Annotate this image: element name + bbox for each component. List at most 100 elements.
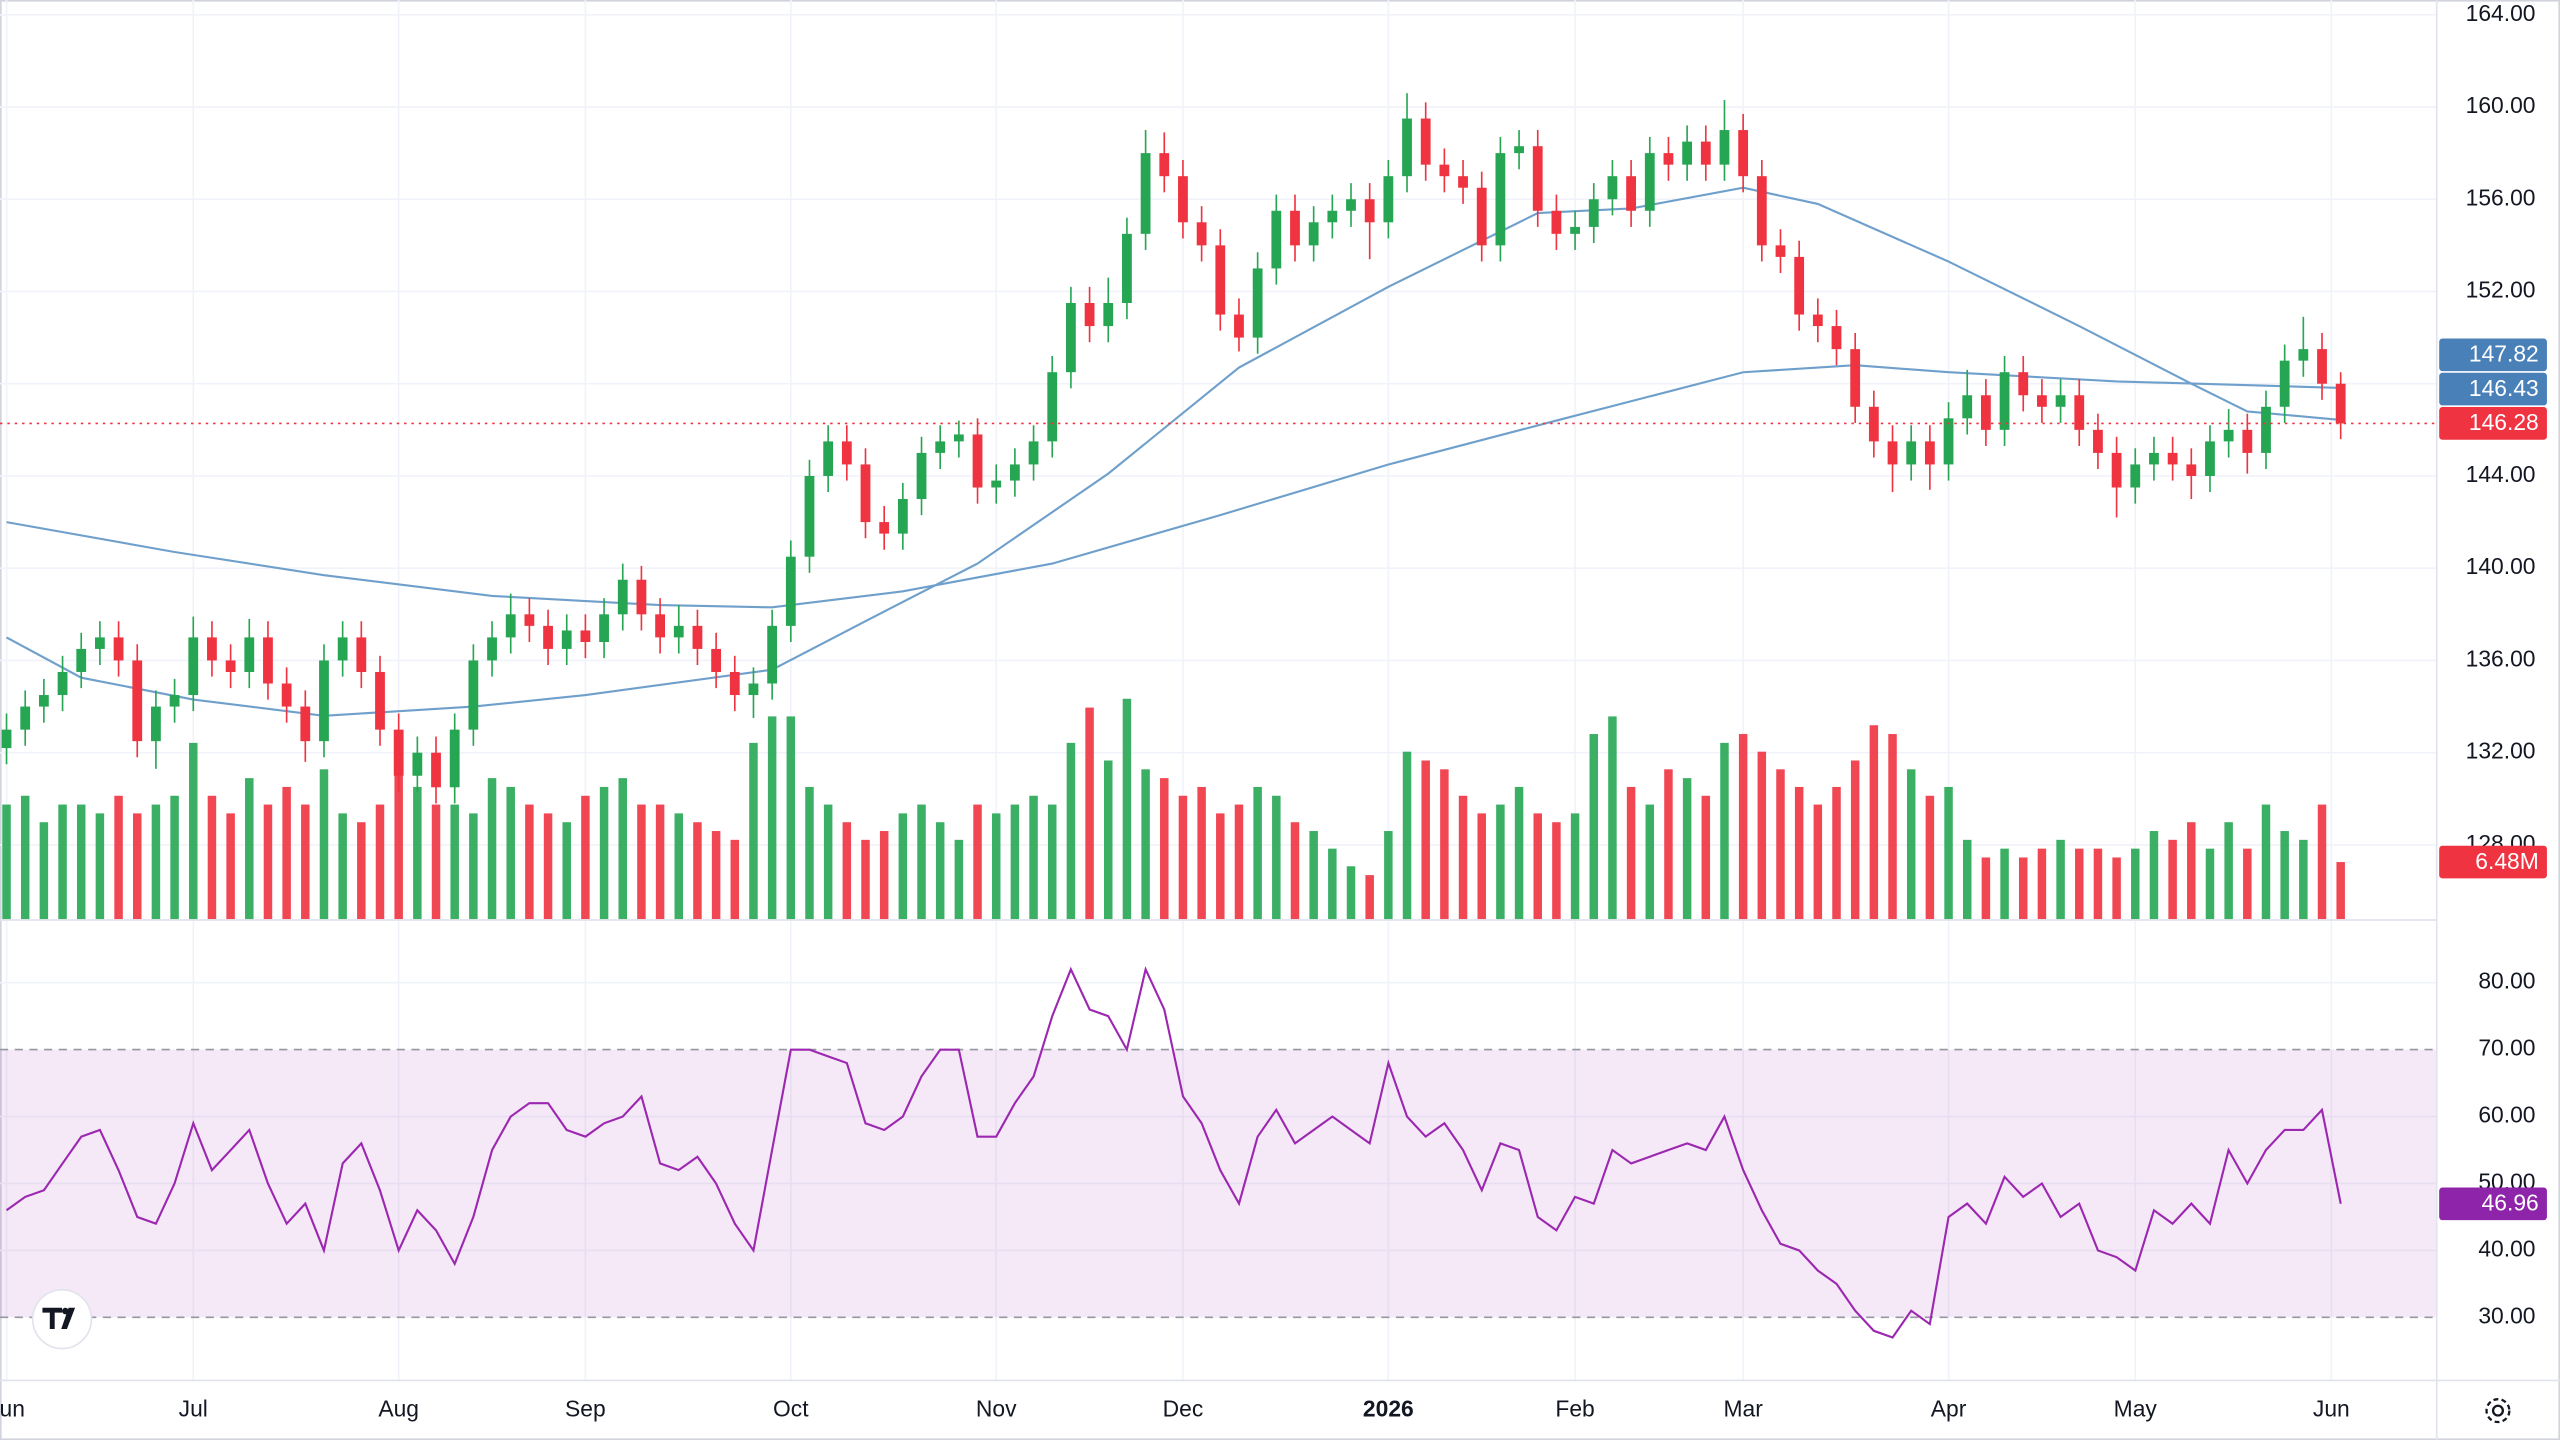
volume-bar: [1701, 795, 1711, 920]
candle-body: [953, 434, 964, 442]
volume-bar: [954, 839, 964, 920]
volume-bar: [450, 804, 459, 920]
volume-bar: [842, 822, 852, 920]
candle-body: [767, 625, 778, 684]
volume-bar: [1813, 804, 1823, 920]
volume-bar: [543, 813, 553, 920]
volume-bar: [1981, 857, 1991, 920]
volume-bar: [637, 804, 646, 920]
volume-bar: [1104, 760, 1113, 920]
candle-body: [1607, 176, 1618, 200]
candle-body: [1140, 153, 1151, 234]
y-tick-label: 160.00: [2466, 92, 2536, 118]
x-tick-label: Aug: [378, 1396, 419, 1422]
candle-body: [300, 706, 311, 742]
candle-body: [1719, 130, 1730, 165]
volume-label: 6.48M: [2475, 848, 2539, 874]
volume-bar: [1197, 786, 1206, 920]
volume-bar: [1757, 751, 1767, 920]
candle-body: [655, 614, 665, 638]
volume-bar: [1533, 813, 1542, 920]
volume-bar: [506, 786, 515, 920]
volume-bar: [76, 804, 86, 920]
candle-body: [1812, 314, 1823, 327]
volume-bar: [282, 786, 291, 920]
volume-bar: [375, 804, 385, 920]
volume-bar: [431, 804, 441, 920]
candle-body: [897, 499, 908, 534]
candle-body: [1271, 210, 1282, 269]
rsi-tick-label: 40.00: [2478, 1235, 2535, 1261]
volume-bar: [1160, 778, 1169, 920]
volume-bar: [95, 813, 105, 920]
volume-bar: [1589, 734, 1599, 920]
volume-bar: [991, 813, 1001, 920]
x-tick-label: Jun: [0, 1396, 25, 1422]
candle-body: [2298, 349, 2309, 361]
volume-bar: [487, 778, 497, 920]
candle-body: [393, 729, 404, 776]
y-tick-label: 140.00: [2466, 553, 2536, 579]
candle-body: [1906, 441, 1917, 465]
volume-bar: [2056, 839, 2065, 920]
candle-body: [2130, 464, 2141, 488]
volume-bar: [1944, 786, 1953, 920]
candle-body: [2018, 372, 2029, 396]
candle-body: [1178, 176, 1188, 223]
candle-body: [1458, 176, 1468, 188]
candle-body: [2149, 452, 2159, 465]
candle-body: [1308, 222, 1319, 246]
volume-bar: [973, 804, 982, 920]
volume-bar: [1738, 734, 1748, 920]
volume-bar: [39, 822, 49, 920]
volume-bar: [413, 786, 422, 920]
volume-bar: [189, 742, 198, 920]
volume-bar: [1570, 813, 1580, 920]
x-tick-label: Jun: [2313, 1396, 2350, 1422]
candle-body: [1420, 118, 1431, 165]
candle-body: [505, 614, 516, 638]
volume-bar: [581, 795, 590, 920]
volume-bar: [1850, 760, 1860, 920]
candle-body: [991, 480, 1002, 488]
volume-bar: [58, 804, 67, 920]
x-tick-label: Nov: [976, 1396, 1017, 1422]
candle-body: [225, 660, 236, 672]
volume-bar: [1178, 795, 1188, 920]
volume-bar: [1626, 786, 1636, 920]
volume-bar: [114, 795, 123, 920]
candle-body: [319, 660, 329, 742]
volume-bar: [1776, 769, 1785, 920]
volume-bar: [1832, 786, 1841, 920]
settings-gear[interactable]: [2485, 1398, 2511, 1424]
volume-bar: [1794, 786, 1804, 920]
volume-bar: [1552, 822, 1561, 920]
candle-body: [2205, 441, 2215, 476]
candle-body: [823, 441, 834, 476]
volume-bar: [767, 716, 777, 920]
candle-body: [1196, 222, 1207, 246]
volume-bar: [151, 804, 161, 920]
candle-body: [599, 614, 609, 642]
volume-bar: [1047, 804, 1057, 920]
candle-body: [1850, 349, 1861, 407]
candle-body: [1476, 187, 1487, 246]
volume-bar: [1720, 742, 1729, 920]
volume-bar: [2299, 839, 2308, 920]
candle-body: [151, 706, 161, 742]
candle-body: [2055, 395, 2066, 407]
volume-bar: [1272, 795, 1281, 920]
volume-bar: [1645, 804, 1655, 920]
candle-body: [169, 695, 180, 707]
volume-bar: [2261, 804, 2271, 920]
candle-body: [1495, 153, 1506, 246]
volume-bar: [805, 786, 814, 920]
volume-bar: [898, 813, 908, 920]
volume-bar: [2037, 848, 2047, 920]
candle-body: [804, 475, 815, 557]
candle-body: [113, 637, 124, 661]
volume-bar: [1309, 831, 1318, 920]
plot-layer: [0, 0, 2436, 1380]
candle-body: [543, 625, 553, 649]
candle-body: [1831, 326, 1842, 350]
